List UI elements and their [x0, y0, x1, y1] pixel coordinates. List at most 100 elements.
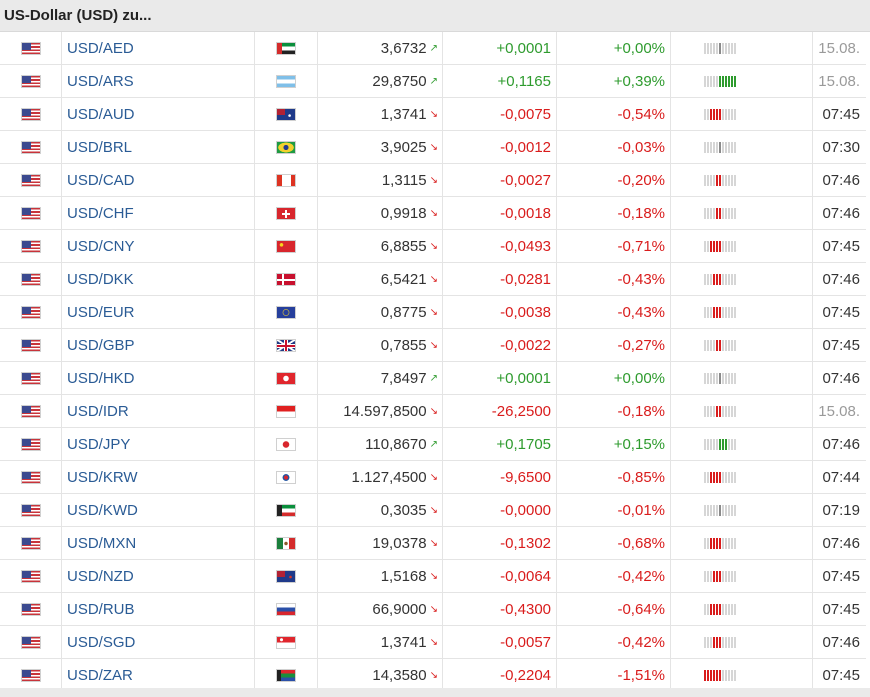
trend-bar-segment	[725, 307, 727, 319]
trend-bar-segment	[710, 571, 712, 583]
arrow-down-icon: ↘	[429, 537, 438, 549]
table-row[interactable]: USD/SGD 1,3741 ↘ -0,0057 -0,42% 07:46	[0, 625, 866, 659]
br-flag-icon	[276, 141, 296, 155]
currency-pair-link[interactable]: USD/GBP	[61, 328, 255, 362]
quote-flag-cell	[254, 262, 318, 296]
trend-bar-segment	[734, 43, 736, 55]
currency-pair-link[interactable]: USD/CHF	[61, 196, 255, 230]
trend-bar-segment	[731, 175, 733, 187]
trend-bar-segment	[716, 76, 718, 88]
quote-flag-cell	[254, 658, 318, 692]
trend-bar-segment	[716, 241, 718, 253]
arrow-down-icon: ↘	[429, 141, 438, 153]
table-row[interactable]: USD/CNY 6,8855 ↘ -0,0493 -0,71% 07:45	[0, 229, 866, 263]
currency-pair-link[interactable]: USD/ZAR	[61, 658, 255, 692]
trend-bar-segment	[713, 571, 715, 583]
currency-pair-link[interactable]: USD/NZD	[61, 559, 255, 593]
za-flag-icon	[276, 669, 296, 683]
currency-pair-link[interactable]: USD/AUD	[61, 97, 255, 131]
trend-bar-segment	[722, 439, 724, 451]
trend-bar-segment	[728, 373, 730, 385]
currency-pair-link[interactable]: USD/IDR	[61, 394, 255, 428]
trend-bar	[704, 571, 736, 583]
trend-bar-segment	[716, 637, 718, 649]
trend-bar-segment	[704, 340, 706, 352]
table-row[interactable]: USD/CAD 1,3115 ↘ -0,0027 -0,20% 07:46	[0, 163, 866, 197]
table-row[interactable]: USD/AUD 1,3741 ↘ -0,0075 -0,54% 07:45	[0, 97, 866, 131]
base-flag-cell	[0, 295, 62, 329]
table-row[interactable]: USD/MXN 19,0378 ↘ -0,1302 -0,68% 07:46	[0, 526, 866, 560]
price-cell: 7,8497 ↗	[317, 361, 443, 395]
trend-bar-segment	[728, 109, 730, 121]
currency-pair-link[interactable]: USD/CNY	[61, 229, 255, 263]
table-row[interactable]: USD/KRW 1.127,4500 ↘ -9,6500 -0,85% 07:44	[0, 460, 866, 494]
table-row[interactable]: USD/IDR 14.597,8500 ↘ -26,2500 -0,18% 15.08.	[0, 394, 866, 428]
table-row[interactable]: USD/BRL 3,9025 ↘ -0,0012 -0,03% 07:30	[0, 130, 866, 164]
currency-pair-link[interactable]: USD/AED	[61, 32, 255, 65]
trend-bar-segment	[728, 175, 730, 187]
table-row[interactable]: USD/EUR 0,8775 ↘ -0,0038 -0,43% 07:45	[0, 295, 866, 329]
trend-bar-segment	[719, 76, 721, 88]
currency-pair-link[interactable]: USD/BRL	[61, 130, 255, 164]
base-flag-cell	[0, 196, 62, 230]
quote-flag-cell	[254, 130, 318, 164]
currency-pair-link[interactable]: USD/RUB	[61, 592, 255, 626]
quote-flag-cell	[254, 64, 318, 98]
table-row[interactable]: USD/RUB 66,9000 ↘ -0,4300 -0,64% 07:45	[0, 592, 866, 626]
percent-change-value: -0,43%	[556, 295, 671, 329]
trend-bar-segment	[710, 472, 712, 484]
trend-bar-segment	[704, 373, 706, 385]
trend-bar-segment	[707, 571, 709, 583]
dk-flag-icon	[276, 273, 296, 287]
currency-pair-link[interactable]: USD/HKD	[61, 361, 255, 395]
timestamp: 07:46	[812, 163, 866, 197]
trend-bar-segment	[707, 439, 709, 451]
au-flag-icon	[276, 108, 296, 122]
currency-pair-link[interactable]: USD/JPY	[61, 427, 255, 461]
currency-pair-link[interactable]: USD/EUR	[61, 295, 255, 329]
currency-pair-link[interactable]: USD/CAD	[61, 163, 255, 197]
table-row[interactable]: USD/KWD 0,3035 ↘ -0,0000 -0,01% 07:19	[0, 493, 866, 527]
table-row[interactable]: USD/GBP 0,7855 ↘ -0,0022 -0,27% 07:45	[0, 328, 866, 362]
price-cell: 0,3035 ↘	[317, 493, 443, 527]
trend-bar-segment	[725, 208, 727, 220]
trend-bar-segment	[716, 340, 718, 352]
trend-bar-segment	[707, 373, 709, 385]
currency-pair-link[interactable]: USD/DKK	[61, 262, 255, 296]
price-value: 1,3115	[381, 171, 427, 189]
trend-bar-segment	[731, 538, 733, 550]
nz-flag-icon	[276, 570, 296, 584]
price-cell: 6,8855 ↘	[317, 229, 443, 263]
trend-bar-segment	[728, 538, 730, 550]
trend-bar	[704, 175, 736, 187]
timestamp: 15.08.	[812, 394, 866, 428]
trend-bar-segment	[713, 538, 715, 550]
trend-bar-segment	[713, 274, 715, 286]
arrow-down-icon: ↘	[429, 174, 438, 186]
trend-bar-segment	[704, 637, 706, 649]
currency-pair-link[interactable]: USD/SGD	[61, 625, 255, 659]
trend-bar-segment	[716, 439, 718, 451]
currency-pair-link[interactable]: USD/MXN	[61, 526, 255, 560]
table-row[interactable]: USD/CHF 0,9918 ↘ -0,0018 -0,18% 07:46	[0, 196, 866, 230]
table-row[interactable]: USD/ZAR 14,3580 ↘ -0,2204 -1,51% 07:45	[0, 658, 866, 692]
table-row[interactable]: USD/AED 3,6732 ↗ +0,0001 +0,00% 15.08.	[0, 32, 866, 65]
trend-bar-segment	[719, 439, 721, 451]
price-value: 19,0378	[372, 534, 427, 552]
price-value: 1,5168	[380, 567, 427, 585]
table-row[interactable]: USD/JPY 110,8670 ↗ +0,1705 +0,15% 07:46	[0, 427, 866, 461]
currency-pair-link[interactable]: USD/KWD	[61, 493, 255, 527]
table-row[interactable]: USD/DKK 6,5421 ↘ -0,0281 -0,43% 07:46	[0, 262, 866, 296]
trend-bar	[704, 538, 736, 550]
quote-flag-cell	[254, 32, 318, 65]
trend-bar-segment	[731, 670, 733, 682]
price-cell: 3,6732 ↗	[317, 32, 443, 65]
currency-pair-link[interactable]: USD/ARS	[61, 64, 255, 98]
arrow-down-icon: ↘	[429, 603, 438, 615]
table-row[interactable]: USD/ARS 29,8750 ↗ +0,1165 +0,39% 15.08.	[0, 64, 866, 98]
price-cell: 1,5168 ↘	[317, 559, 443, 593]
currency-pair-link[interactable]: USD/KRW	[61, 460, 255, 494]
table-row[interactable]: USD/HKD 7,8497 ↗ +0,0001 +0,00% 07:46	[0, 361, 866, 395]
trend-bar-segment	[725, 505, 727, 517]
table-row[interactable]: USD/NZD 1,5168 ↘ -0,0064 -0,42% 07:45	[0, 559, 866, 593]
